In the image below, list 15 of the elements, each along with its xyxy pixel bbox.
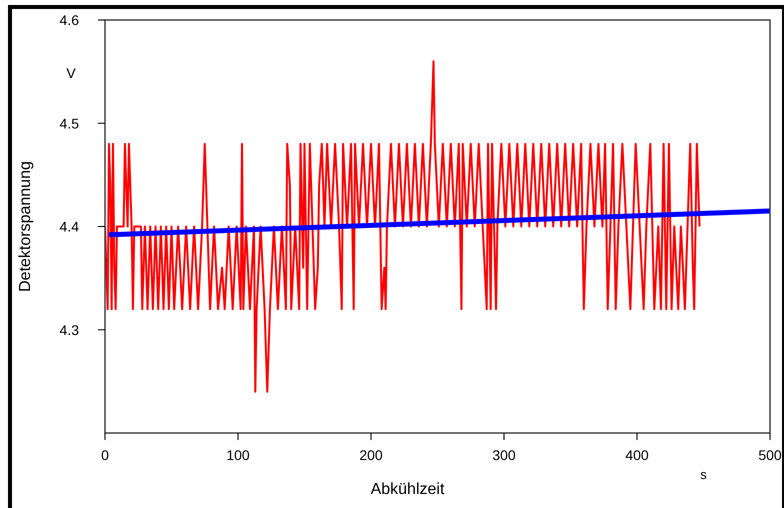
y-tick-label: 4.3 [60,322,80,338]
y-tick-label: 4.4 [60,218,80,234]
text: s [700,467,708,482]
text: V [66,65,76,81]
y-tick-label: 4.6 [60,12,80,28]
x-tick-label: 0 [101,447,110,463]
x-tick-label: 100 [226,447,250,463]
x-tick-label: 500 [758,447,782,463]
x-tick-label: 300 [492,447,516,463]
x-axis-title: Abkühlzeit [370,481,445,498]
x-tick-label: 200 [359,447,383,463]
x-tick-label: 400 [625,447,649,463]
y-tick-label: 4.5 [60,115,80,132]
y-axis-title: Detektorspannung [17,161,34,292]
line-series [105,60,701,393]
